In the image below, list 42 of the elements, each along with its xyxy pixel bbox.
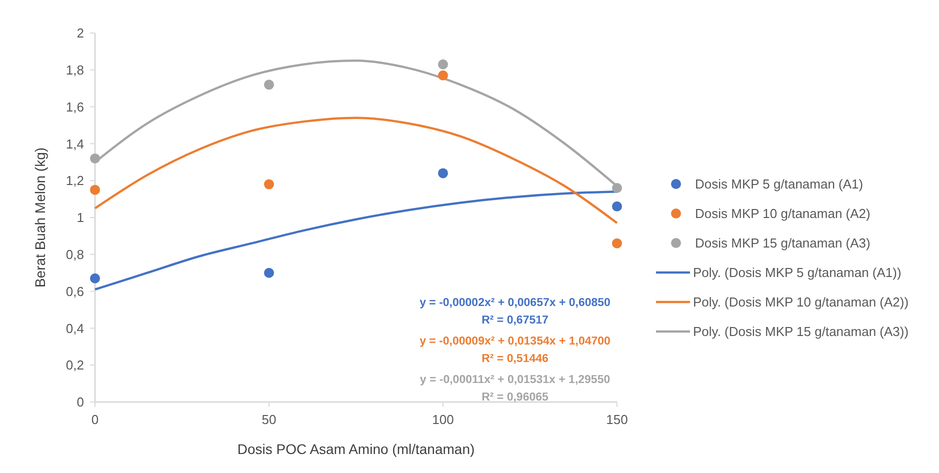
annotation: R² = 0,51446 xyxy=(482,352,548,365)
annotation: y = -0,00009x² + 0,01354x + 1,04700 xyxy=(420,336,610,348)
legend-label: Poly. (Dosis MKP 15 g/tanaman (A3)) xyxy=(693,324,909,340)
y-axis-title: Berat Buah Melon (kg) xyxy=(32,147,48,288)
y-tick-label: 2 xyxy=(76,26,84,41)
y-tick-label: 0,6 xyxy=(66,284,84,299)
point xyxy=(90,153,100,164)
y-tick-label: 0,8 xyxy=(66,246,84,262)
y-tick-label: 1 xyxy=(76,210,84,226)
point xyxy=(612,238,622,248)
x-tick-label: 50 xyxy=(262,412,276,427)
annotation: R² = 0,67517 xyxy=(482,314,548,326)
y-tick-label: 0,2 xyxy=(66,358,84,373)
y-tick-label: 1,2 xyxy=(66,173,84,188)
legend-label: Dosis MKP 5 g/tanaman (A1) xyxy=(695,176,864,192)
annotation: R² = 0,96065 xyxy=(482,392,550,404)
x-axis-title: Dosis POC Asam Amino (ml/tanaman) xyxy=(237,441,475,457)
x-tick-label: 100 xyxy=(432,412,454,427)
point xyxy=(438,168,448,178)
y-tick-label: 1,4 xyxy=(66,136,84,152)
point xyxy=(264,80,274,90)
annotation: y = -0,00011x² + 0,01531x + 1,29550 xyxy=(420,374,610,386)
y-tick-label: 1,6 xyxy=(66,99,84,114)
legend-label: Poly. (Dosis MKP 5 g/tanaman (A1)) xyxy=(693,265,902,280)
x-tick-label: 0 xyxy=(91,412,99,427)
line-series xyxy=(94,116,618,224)
point xyxy=(438,59,448,70)
point xyxy=(264,268,274,278)
point xyxy=(612,201,622,212)
y-tick-label: 0,4 xyxy=(66,320,84,336)
annotation: y = -0,00002x² + 0,00657x + 0,60850 xyxy=(420,297,610,309)
y-tick-label: 1,8 xyxy=(66,62,84,78)
point xyxy=(90,184,100,195)
point xyxy=(90,273,100,284)
x-tick-label: 150 xyxy=(606,412,628,427)
y-tick-label: 0 xyxy=(76,394,84,410)
legend-label: Dosis MKP 15 g/tanaman (A3) xyxy=(695,236,870,251)
point xyxy=(264,179,274,190)
legend-label: Poly. (Dosis MKP 10 g/tanaman (A2)) xyxy=(693,294,909,310)
point xyxy=(438,70,448,80)
point xyxy=(612,182,622,193)
legend-label: Dosis MKP 10 g/tanaman (A2) xyxy=(695,206,870,222)
